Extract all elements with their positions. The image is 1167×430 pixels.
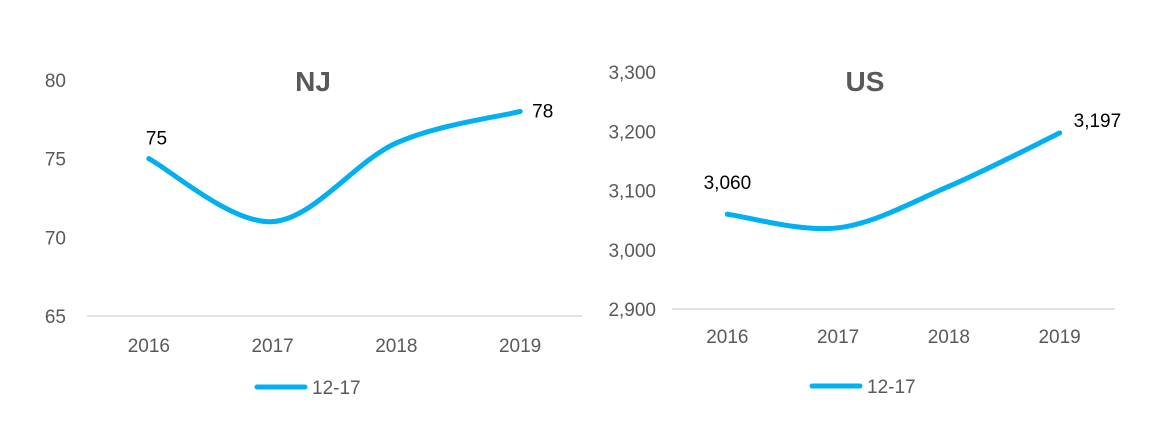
y-tick-label: 3,100 — [608, 182, 656, 203]
data-label: 78 — [532, 101, 553, 122]
data-label: 3,060 — [704, 173, 752, 194]
y-tick-label: 70 — [45, 228, 66, 249]
chart-us: US 2,900 3,000 3,100 3,200 3,300 2016 2017 2018 2… — [608, 63, 1121, 398]
data-point — [1057, 130, 1063, 136]
legend-label: 12-17 — [867, 377, 916, 398]
data-label: 3,197 — [1074, 111, 1122, 132]
y-tick-label: 75 — [45, 150, 66, 171]
y-tick-label: 3,300 — [608, 63, 656, 84]
x-tick-label: 2016 — [706, 327, 748, 348]
data-point — [517, 108, 523, 114]
x-tick-label: 2017 — [817, 327, 859, 348]
y-tick-label: 65 — [45, 307, 66, 328]
data-point — [270, 219, 276, 225]
chart-title: NJ — [295, 66, 331, 97]
data-point — [393, 140, 399, 146]
y-tick-label: 3,000 — [608, 241, 656, 262]
chart-title: US — [846, 66, 885, 97]
x-tick-label: 2019 — [1038, 327, 1080, 348]
x-tick-label: 2018 — [375, 336, 417, 357]
x-tick-label: 2016 — [128, 336, 170, 357]
y-tick-label: 3,200 — [608, 122, 656, 143]
y-tick-label: 80 — [45, 71, 66, 92]
x-tick-label: 2019 — [499, 336, 541, 357]
x-tick-label: 2018 — [928, 327, 970, 348]
data-label: 75 — [146, 129, 167, 150]
legend: 12-17 — [254, 378, 361, 399]
series-line — [146, 108, 523, 225]
legend: 12-17 — [809, 377, 916, 398]
series-line — [724, 130, 1063, 232]
data-point — [946, 183, 952, 189]
data-point — [724, 211, 730, 217]
data-point — [835, 225, 841, 231]
y-tick-label: 2,900 — [608, 300, 656, 321]
data-point — [146, 156, 152, 162]
chart-nj: NJ 65 70 75 80 2016 2017 2018 2019 75 78 12-17 — [45, 66, 582, 399]
legend-label: 12-17 — [312, 378, 361, 399]
x-tick-label: 2017 — [251, 336, 293, 357]
